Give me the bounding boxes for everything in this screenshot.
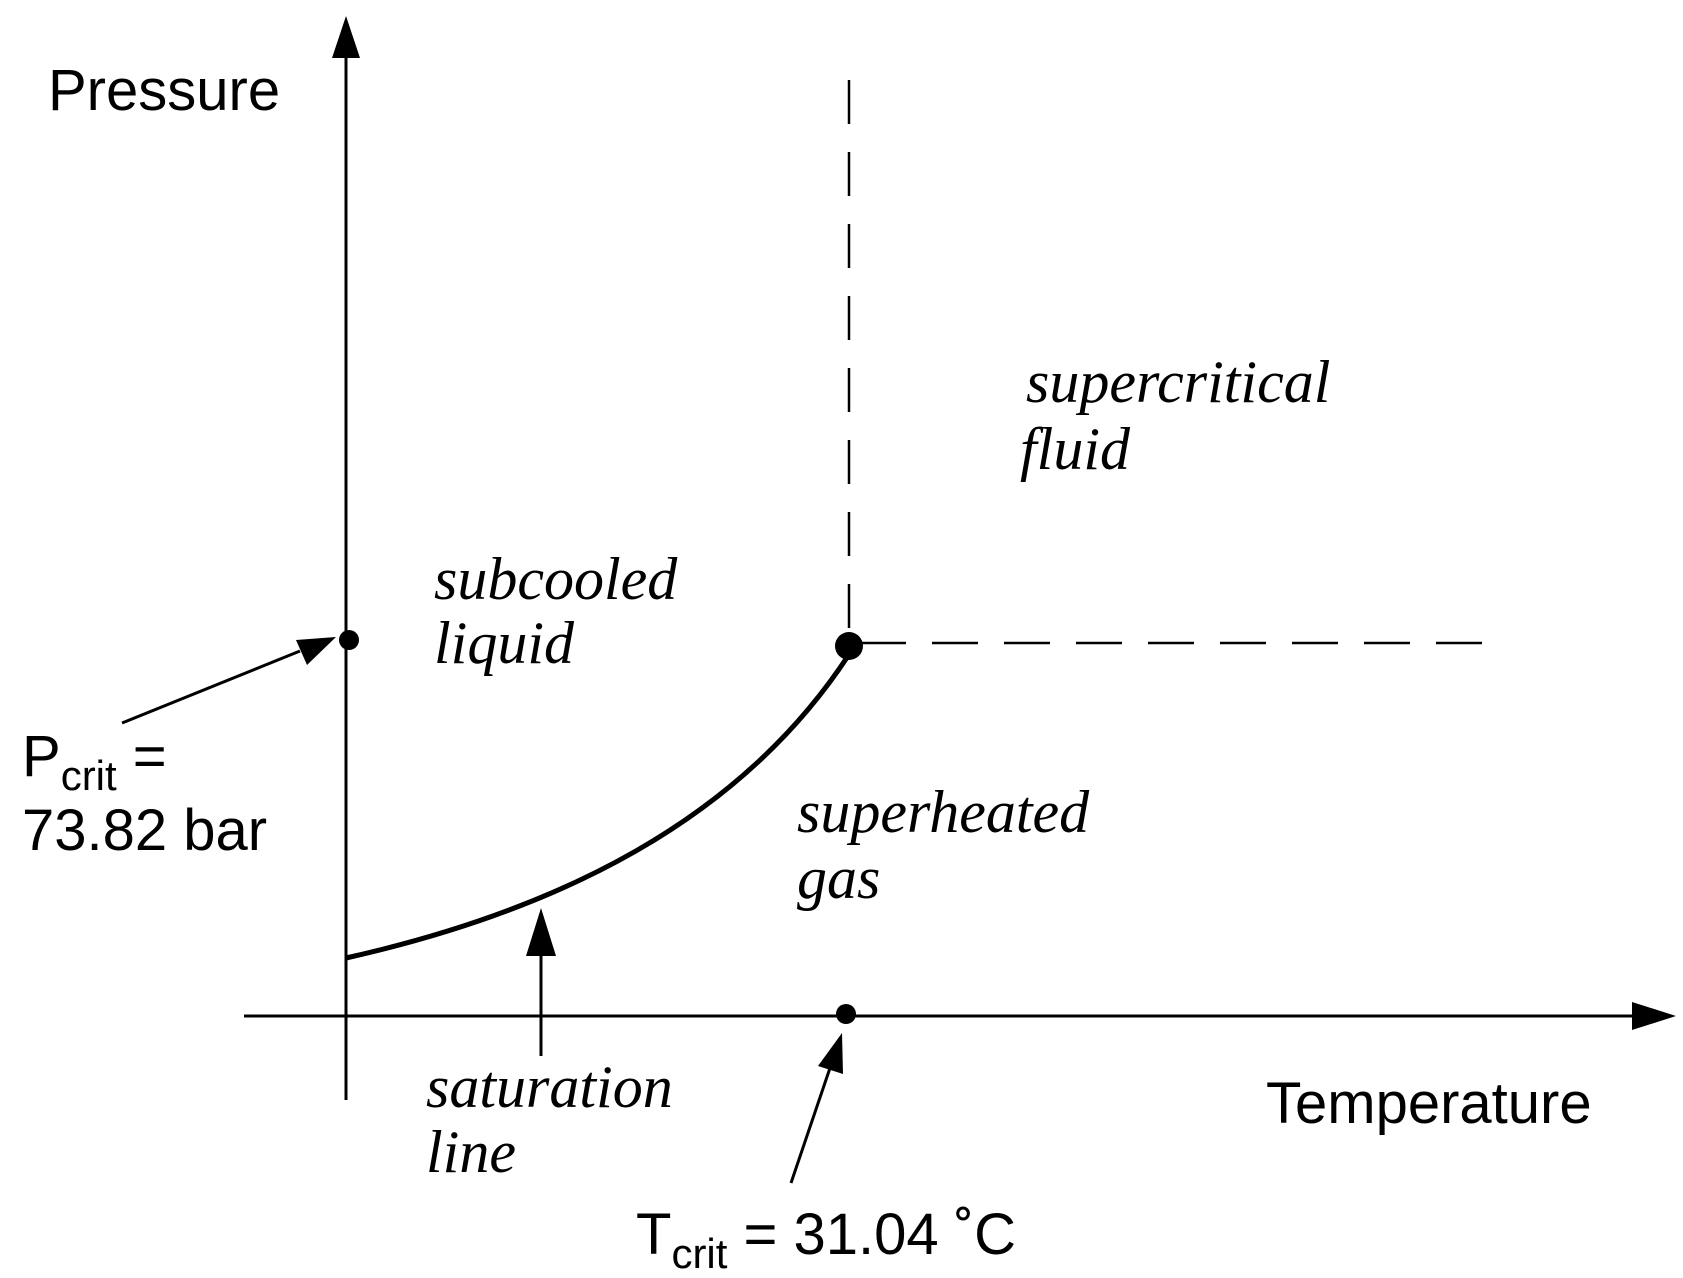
supercritical-label-line2: fluid	[1020, 416, 1131, 482]
tcrit-subscript: crit	[671, 1230, 727, 1277]
tcrit-pointer-arrowhead	[818, 1033, 843, 1074]
superheated-label-line2: gas	[797, 845, 880, 911]
saturation-label-line2: line	[426, 1119, 516, 1185]
pcrit-equals: =	[117, 724, 167, 789]
pcrit-subscript: crit	[61, 752, 117, 799]
pcrit-value: 73.82 bar	[22, 798, 267, 863]
tcrit-pointer-line	[789, 1067, 832, 1184]
saturation-label-line1: saturation	[426, 1054, 673, 1120]
tcrit-symbol: T	[636, 1202, 671, 1267]
critical-point-dot	[835, 632, 863, 660]
y-axis-arrowhead	[332, 16, 360, 58]
supercritical-label-line1: supercritical	[1026, 349, 1330, 415]
x-axis-label: Temperature	[1266, 1071, 1592, 1136]
tcrit-value: = 31.04 ˚C	[727, 1202, 1016, 1267]
pcrit-pointer-line	[121, 649, 301, 725]
saturation-curve	[345, 654, 851, 961]
y-axis-label: Pressure	[48, 58, 280, 123]
superheated-label-line1: superheated	[797, 779, 1090, 845]
tcrit-label: Tcrit = 31.04 ˚C	[636, 1202, 1016, 1277]
saturation-pointer-arrowhead	[526, 908, 556, 956]
x-axis-arrowhead	[1632, 1002, 1676, 1030]
tcrit-axis-dot	[836, 1004, 856, 1024]
pcrit-symbol: P	[22, 724, 61, 789]
pcrit-pointer-arrowhead	[296, 637, 336, 665]
subcooled-label-line2: liquid	[434, 610, 575, 676]
pcrit-label: Pcrit =	[22, 724, 167, 799]
subcooled-label-line1: subcooled	[434, 546, 678, 612]
pcrit-axis-dot	[339, 630, 359, 650]
